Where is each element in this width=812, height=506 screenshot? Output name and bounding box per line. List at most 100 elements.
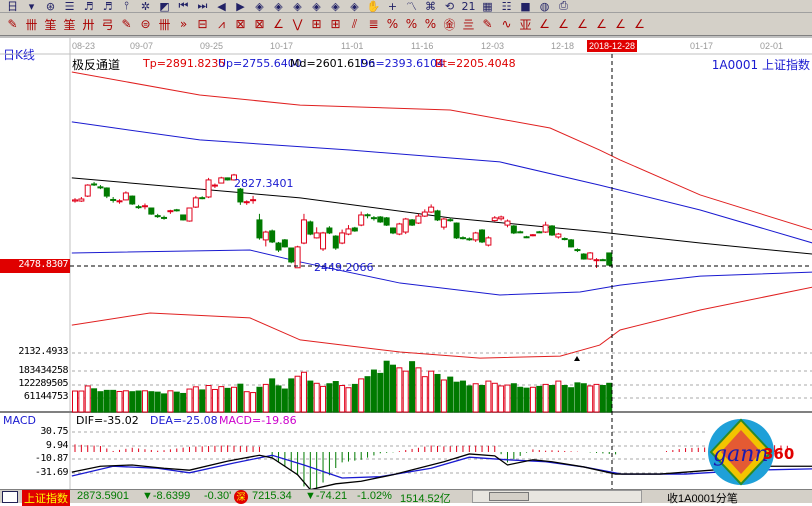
percent-line-icon[interactable]: %	[424, 17, 437, 31]
pen3-icon[interactable]: ✎	[482, 17, 493, 31]
volume-bar	[224, 387, 231, 413]
volume-bar	[116, 390, 123, 413]
volume-bar	[599, 385, 606, 413]
angle-red3-icon[interactable]: ∠	[634, 17, 645, 31]
period-label[interactable]: 日K线	[3, 48, 35, 62]
candle-body	[199, 197, 206, 200]
calendar-icon[interactable]: 日	[7, 0, 18, 13]
arrow-up-icon[interactable]: ◈	[274, 0, 283, 13]
gold-line-icon[interactable]: 筀	[44, 17, 57, 32]
candle-body	[332, 235, 339, 249]
angle-red-icon[interactable]: ∠	[596, 17, 607, 31]
volume-axis-label: 122289505	[18, 378, 68, 389]
right-icon[interactable]: ▶	[236, 0, 245, 13]
angle-red2-icon[interactable]: ∠	[615, 17, 626, 31]
arrow-left-icon[interactable]: ◈	[255, 0, 264, 13]
network-icon[interactable]: ⊛	[45, 0, 56, 13]
volume-bar	[580, 383, 587, 413]
circle-grid-icon[interactable]: ⊜	[140, 17, 151, 31]
dropdown-icon[interactable]: ▾	[28, 0, 35, 13]
candle-body	[574, 249, 581, 252]
candle-body	[161, 216, 168, 219]
arrow-cross-icon[interactable]: ◈	[312, 0, 321, 13]
percent-red-icon[interactable]: %	[386, 17, 399, 31]
gold-circle-icon[interactable]: ㊎	[443, 17, 456, 32]
tick-label[interactable]: 收1A0001分笔	[667, 493, 738, 505]
gold-bars-icon[interactable]: 亖	[462, 17, 475, 32]
horizontal-scrollbar[interactable]	[472, 490, 642, 503]
grid-box-icon[interactable]: ⊞	[311, 17, 322, 31]
candle-body	[390, 227, 396, 234]
percent-icon[interactable]: %	[405, 17, 418, 31]
date-tick: 12-18	[551, 41, 575, 51]
rectangle-icon[interactable]: ⊟	[197, 17, 208, 31]
triple-lines-icon[interactable]: 卌	[158, 17, 171, 32]
flag-icon[interactable]: ◩	[159, 0, 170, 13]
md-value: Md=2601.6196	[290, 57, 376, 70]
scrollbar-thumb[interactable]	[489, 492, 529, 501]
angle-gold-icon[interactable]: ∠	[577, 17, 588, 31]
bars-icon[interactable]: ≣	[368, 17, 379, 31]
angle-f-icon[interactable]: ∠	[558, 17, 569, 31]
volume-bar	[78, 390, 85, 413]
box-diag-icon[interactable]: ⊠	[235, 17, 246, 31]
star-icon[interactable]: ✲	[140, 0, 151, 13]
globe-icon[interactable]: ◍	[539, 0, 550, 13]
save-icon[interactable]: ■	[520, 0, 531, 13]
fibonacci-icon[interactable]: 卅	[82, 17, 95, 32]
parallel-lines-icon[interactable]: 卌	[25, 17, 38, 32]
hand-icon[interactable]: ✋	[366, 0, 381, 13]
candle-body	[300, 219, 307, 244]
grid-box2-icon[interactable]: ⊞	[330, 17, 341, 31]
macd-label[interactable]: MACD	[3, 414, 36, 427]
chart-3-icon[interactable]: ♬	[83, 0, 94, 13]
first-icon[interactable]: ⏮	[178, 0, 189, 12]
candle-body	[294, 246, 301, 269]
volume-bar	[447, 376, 454, 413]
gold-t-icon[interactable]: 亚	[519, 17, 532, 32]
candle-body	[122, 192, 129, 201]
v-angle-icon[interactable]: ⋁	[292, 17, 303, 31]
volume-bar	[421, 376, 428, 413]
sz-pct: -1.02%	[357, 490, 392, 502]
date21-icon[interactable]: 21	[461, 0, 476, 13]
volume-bar	[428, 370, 435, 413]
candle-body	[91, 183, 98, 186]
next-icon[interactable]: ⏭	[197, 0, 208, 12]
parallel-diag-icon[interactable]: ⫽	[351, 16, 358, 31]
crosshair-icon[interactable]: +	[387, 0, 398, 13]
grid-icon[interactable]: ⌘	[425, 0, 436, 13]
printer-icon[interactable]: ⎙	[559, 0, 568, 12]
candle-body	[568, 239, 575, 248]
pen-icon[interactable]: ✎	[7, 17, 18, 31]
fan-icon[interactable]: ⩘	[218, 16, 225, 31]
volume-bar	[288, 378, 295, 413]
pin-icon[interactable]: ⫯	[124, 0, 129, 12]
volume-bar	[542, 383, 549, 413]
document-icon[interactable]: ☰	[64, 0, 75, 13]
arrow-star-icon[interactable]: ◈	[331, 0, 340, 13]
arrow-both-icon[interactable]: ◈	[293, 0, 302, 13]
wave-icon[interactable]: ∿	[501, 17, 512, 31]
calculator-icon[interactable]	[2, 491, 18, 503]
candle-body	[599, 259, 606, 262]
volume-bar	[250, 392, 257, 413]
index-pct: -0.30'	[204, 490, 232, 502]
angle-j-icon[interactable]: ∠	[539, 17, 550, 31]
candle-body	[250, 199, 257, 202]
refresh-icon[interactable]: ⟲	[444, 0, 455, 13]
box-fan-icon[interactable]: ⊠	[254, 17, 265, 31]
more-icon[interactable]: »	[179, 17, 188, 31]
left-icon[interactable]: ◀	[217, 0, 226, 13]
arrow-down-icon[interactable]: ◈	[350, 0, 359, 13]
index-name[interactable]: 上证指数	[22, 490, 70, 506]
notes-icon[interactable]: ☷	[501, 0, 512, 13]
angle-icon[interactable]: ∠	[273, 17, 284, 31]
calculator-icon[interactable]: ▦	[482, 0, 493, 13]
spiral-icon[interactable]: 弓	[101, 17, 114, 32]
chart-9-icon[interactable]: ♬	[102, 0, 113, 13]
gold-line2-icon[interactable]: 筀	[63, 17, 76, 32]
volume-bar	[472, 383, 479, 413]
pen2-icon[interactable]: ✎	[121, 17, 132, 31]
curve-icon[interactable]: 〽	[406, 0, 417, 13]
